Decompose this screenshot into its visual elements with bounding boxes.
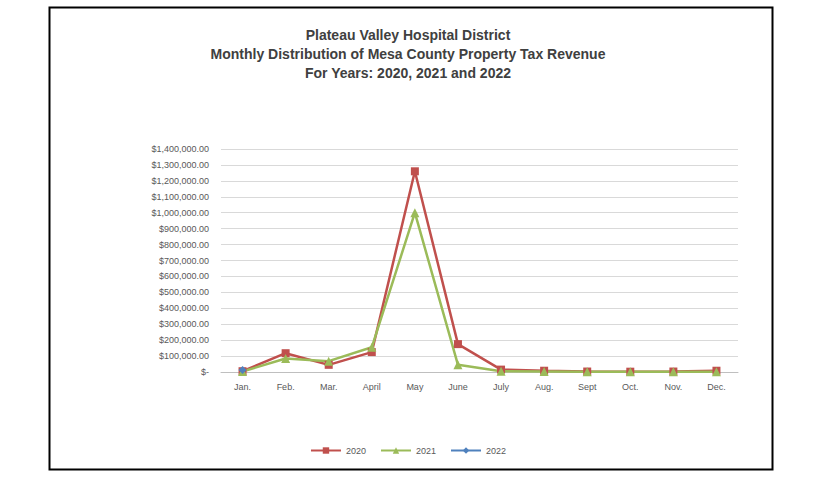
svg-text:$100,000.00: $100,000.00 bbox=[159, 351, 209, 361]
svg-text:Sept: Sept bbox=[578, 382, 597, 392]
svg-text:Oct.: Oct. bbox=[622, 382, 639, 392]
svg-text:$400,000.00: $400,000.00 bbox=[159, 303, 209, 313]
svg-text:Aug.: Aug. bbox=[535, 382, 554, 392]
svg-text:2021: 2021 bbox=[416, 446, 436, 456]
svg-text:June: June bbox=[448, 382, 468, 392]
svg-text:$200,000.00: $200,000.00 bbox=[159, 335, 209, 345]
svg-text:$1,000,000.00: $1,000,000.00 bbox=[151, 208, 209, 218]
svg-text:July: July bbox=[493, 382, 510, 392]
svg-text:Plateau Valley Hospital Distri: Plateau Valley Hospital District bbox=[306, 27, 511, 43]
svg-text:$1,300,000.00: $1,300,000.00 bbox=[151, 160, 209, 170]
svg-text:$600,000.00: $600,000.00 bbox=[159, 271, 209, 281]
svg-text:$700,000.00: $700,000.00 bbox=[159, 256, 209, 266]
svg-text:$1,400,000.00: $1,400,000.00 bbox=[151, 144, 209, 154]
svg-text:Monthly Distribution of Mesa C: Monthly Distribution of Mesa County Prop… bbox=[211, 46, 606, 62]
svg-text:Feb.: Feb. bbox=[277, 382, 295, 392]
svg-text:$500,000.00: $500,000.00 bbox=[159, 287, 209, 297]
svg-text:$1,200,000.00: $1,200,000.00 bbox=[151, 176, 209, 186]
svg-text:April: April bbox=[363, 382, 381, 392]
svg-text:2020: 2020 bbox=[346, 446, 366, 456]
svg-text:Mar.: Mar. bbox=[320, 382, 338, 392]
svg-text:Dec.: Dec. bbox=[707, 382, 726, 392]
svg-text:$800,000.00: $800,000.00 bbox=[159, 240, 209, 250]
svg-text:Jan.: Jan. bbox=[234, 382, 251, 392]
svg-text:May: May bbox=[406, 382, 424, 392]
svg-text:$900,000.00: $900,000.00 bbox=[159, 224, 209, 234]
svg-text:Nov.: Nov. bbox=[664, 382, 682, 392]
svg-text:For Years: 2020, 2021 and 2022: For Years: 2020, 2021 and 2022 bbox=[305, 65, 511, 81]
svg-text:$-: $- bbox=[201, 367, 209, 377]
svg-text:2022: 2022 bbox=[486, 446, 506, 456]
svg-text:$1,100,000.00: $1,100,000.00 bbox=[151, 192, 209, 202]
svg-text:$300,000.00: $300,000.00 bbox=[159, 319, 209, 329]
